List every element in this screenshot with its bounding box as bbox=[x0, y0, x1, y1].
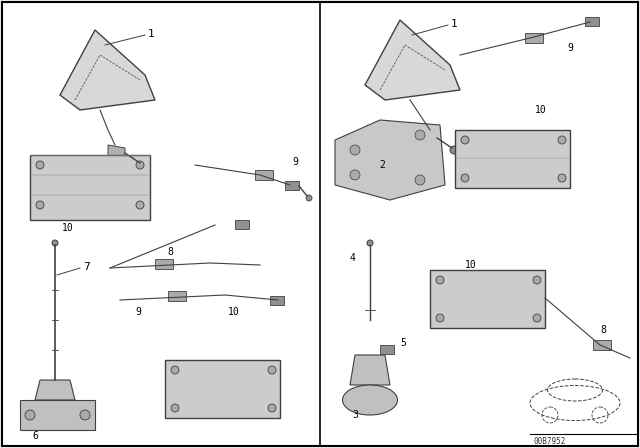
Text: 5: 5 bbox=[400, 338, 406, 348]
Polygon shape bbox=[335, 120, 445, 200]
Bar bbox=[20, 400, 95, 430]
Polygon shape bbox=[60, 30, 155, 110]
FancyBboxPatch shape bbox=[30, 155, 150, 220]
Circle shape bbox=[367, 240, 373, 246]
Circle shape bbox=[461, 174, 469, 182]
Circle shape bbox=[415, 175, 425, 185]
Text: 1: 1 bbox=[148, 29, 155, 39]
Text: 3: 3 bbox=[352, 410, 358, 420]
Text: 10: 10 bbox=[535, 105, 547, 115]
Circle shape bbox=[461, 136, 469, 144]
Text: 00B7952: 00B7952 bbox=[533, 436, 565, 445]
Circle shape bbox=[268, 366, 276, 374]
Text: 7: 7 bbox=[83, 262, 90, 272]
Text: 4: 4 bbox=[349, 253, 355, 263]
Circle shape bbox=[36, 161, 44, 169]
Text: 10: 10 bbox=[62, 223, 74, 233]
Circle shape bbox=[558, 174, 566, 182]
Circle shape bbox=[436, 314, 444, 322]
Text: 9: 9 bbox=[567, 43, 573, 53]
Bar bbox=[270, 296, 284, 305]
Circle shape bbox=[171, 404, 179, 412]
Ellipse shape bbox=[342, 385, 397, 415]
Bar bbox=[168, 291, 186, 301]
Circle shape bbox=[533, 276, 541, 284]
FancyBboxPatch shape bbox=[430, 270, 545, 328]
Circle shape bbox=[533, 314, 541, 322]
Bar bbox=[235, 220, 249, 229]
Circle shape bbox=[80, 410, 90, 420]
Circle shape bbox=[136, 201, 144, 209]
Circle shape bbox=[171, 366, 179, 374]
Circle shape bbox=[450, 146, 458, 154]
Circle shape bbox=[36, 201, 44, 209]
Bar bbox=[285, 181, 299, 190]
Bar bbox=[380, 345, 394, 354]
Text: 6: 6 bbox=[32, 431, 38, 441]
Circle shape bbox=[52, 240, 58, 246]
Bar bbox=[155, 259, 173, 269]
Bar bbox=[525, 33, 543, 43]
Text: 9: 9 bbox=[292, 157, 298, 167]
Bar bbox=[585, 17, 599, 26]
FancyBboxPatch shape bbox=[165, 360, 280, 418]
Bar bbox=[255, 170, 273, 180]
Text: 8: 8 bbox=[600, 325, 606, 335]
Circle shape bbox=[306, 195, 312, 201]
Polygon shape bbox=[350, 355, 390, 385]
Polygon shape bbox=[365, 20, 460, 100]
Circle shape bbox=[558, 136, 566, 144]
Circle shape bbox=[25, 410, 35, 420]
Circle shape bbox=[350, 145, 360, 155]
Text: 1: 1 bbox=[451, 19, 458, 29]
Bar bbox=[593, 340, 611, 350]
Text: 9: 9 bbox=[135, 307, 141, 317]
Circle shape bbox=[268, 404, 276, 412]
FancyBboxPatch shape bbox=[455, 130, 570, 188]
Polygon shape bbox=[420, 130, 437, 143]
Circle shape bbox=[436, 276, 444, 284]
Polygon shape bbox=[108, 145, 125, 158]
Circle shape bbox=[350, 170, 360, 180]
Text: 2: 2 bbox=[379, 160, 385, 170]
Text: 10: 10 bbox=[228, 307, 240, 317]
Text: 10: 10 bbox=[465, 260, 477, 270]
Circle shape bbox=[136, 161, 144, 169]
Circle shape bbox=[138, 161, 146, 169]
Circle shape bbox=[415, 130, 425, 140]
Text: 8: 8 bbox=[167, 247, 173, 257]
Polygon shape bbox=[35, 380, 75, 400]
